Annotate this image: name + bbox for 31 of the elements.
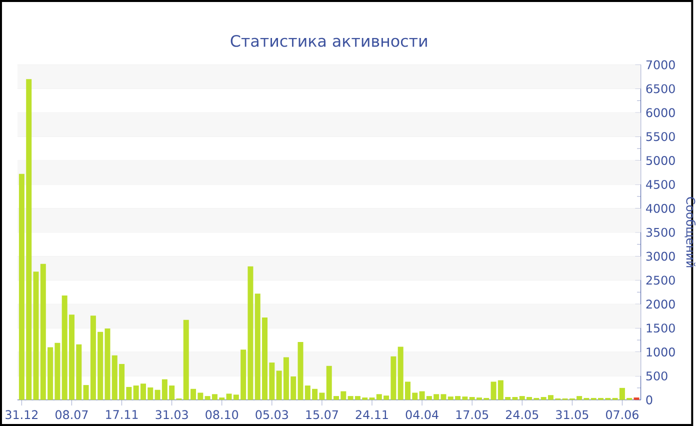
x-tick-label: 24.11 bbox=[356, 410, 388, 419]
y-tick-label: 5000 bbox=[646, 156, 675, 166]
y-tick-label: 2500 bbox=[646, 276, 675, 285]
y-tick-label: 0 bbox=[646, 395, 652, 404]
x-tick-label: 31.05 bbox=[556, 410, 588, 420]
y-tick-label: 4500 bbox=[646, 180, 675, 189]
y-tick-label: 6000 bbox=[646, 108, 675, 118]
y-tick-label: 7000 bbox=[646, 60, 675, 70]
y-tick-label: 4000 bbox=[646, 204, 675, 213]
y-axis-title: Сообщений bbox=[684, 197, 696, 268]
x-tick-label: 05.03 bbox=[256, 410, 288, 420]
x-tick-label: 31.12 bbox=[6, 410, 38, 420]
y-tick-label: 2000 bbox=[646, 300, 675, 309]
y-tick-label: 3000 bbox=[646, 252, 675, 261]
y-tick-label: 5500 bbox=[646, 132, 675, 142]
x-tick-label: 31.03 bbox=[156, 410, 188, 420]
y-tick-label: 6500 bbox=[646, 84, 675, 94]
x-tick-label: 08.10 bbox=[206, 410, 238, 420]
y-tick-label: 500 bbox=[646, 371, 668, 380]
x-tick-label: 17.11 bbox=[106, 410, 138, 419]
y-tick-label: 3500 bbox=[646, 228, 675, 237]
chart-title: Статистика активности bbox=[230, 34, 427, 47]
x-tick-label: 17.05 bbox=[456, 410, 488, 420]
y-tick-label: 1500 bbox=[646, 324, 675, 333]
y-tick-label: 1000 bbox=[646, 348, 675, 356]
x-tick-label: 08.07 bbox=[56, 410, 88, 420]
x-tick-label: 24.05 bbox=[506, 410, 538, 420]
x-tick-label: 15.07 bbox=[306, 410, 338, 420]
x-tick-label: 07.06 bbox=[606, 410, 638, 420]
x-tick-label: 04.04 bbox=[406, 410, 438, 420]
bar bbox=[634, 397, 640, 400]
